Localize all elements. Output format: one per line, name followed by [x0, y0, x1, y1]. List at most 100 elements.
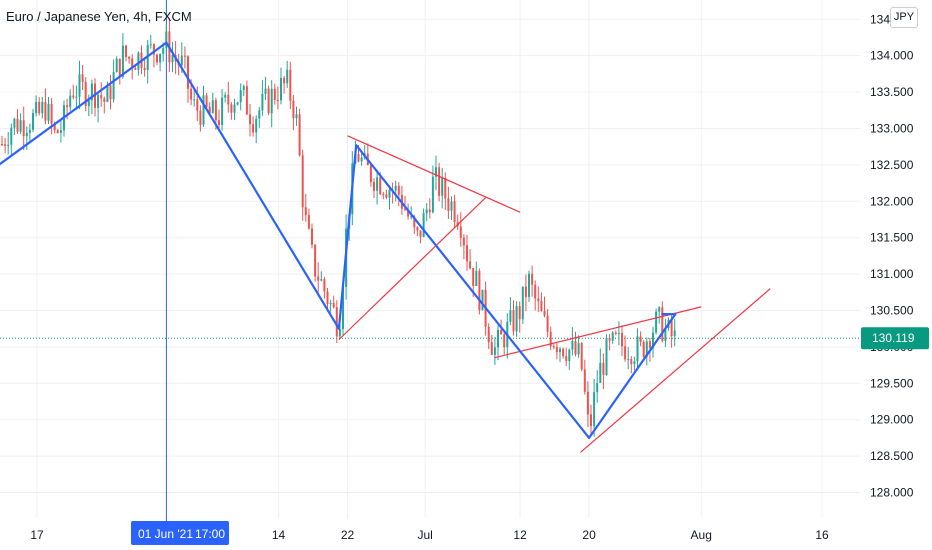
candle-body	[630, 358, 633, 365]
currency-badge[interactable]: JPY	[890, 7, 918, 28]
candle-body	[590, 414, 592, 427]
candle-body	[100, 94, 103, 99]
candle-body	[596, 382, 599, 393]
candle-body	[555, 347, 558, 353]
candle-body	[531, 273, 534, 285]
candle-body	[571, 341, 574, 350]
candle-body	[245, 86, 248, 115]
time-axis[interactable]: 17 14 22 Jul 12 20 Aug 16	[30, 528, 829, 542]
last-price-tag: 130.119	[861, 327, 929, 350]
candle-body	[652, 332, 654, 349]
candle-body	[205, 95, 208, 107]
price-tick-label: 129.000	[870, 413, 914, 427]
candle-body	[441, 177, 444, 196]
candle-body	[475, 271, 478, 286]
candle-body	[211, 100, 214, 114]
candle-body	[425, 209, 428, 214]
candle-body	[438, 167, 441, 196]
candle-body	[230, 104, 233, 113]
candle-body	[497, 329, 499, 348]
candle-body	[162, 48, 165, 54]
candle-body	[369, 165, 372, 183]
candle-body	[478, 271, 481, 311]
candle-body	[314, 244, 317, 277]
candle-body	[72, 95, 75, 98]
candle-body	[1, 144, 3, 146]
candle-body	[292, 100, 295, 119]
candle-body	[112, 72, 115, 100]
crosshair-time-tag-box	[131, 521, 229, 545]
candle-body	[165, 31, 168, 49]
candle-body	[543, 311, 546, 316]
trendline	[494, 306, 702, 359]
candle-body	[577, 343, 580, 355]
candle-body	[187, 56, 189, 89]
candle-body	[221, 97, 224, 125]
candle-body	[131, 58, 134, 69]
zigzag-line	[0, 41, 677, 439]
candle-body	[329, 302, 332, 305]
candle-body	[593, 392, 596, 427]
candle-body	[568, 349, 571, 362]
candle-body	[239, 90, 242, 103]
candle-body	[258, 110, 261, 119]
candle-body	[199, 110, 202, 125]
candle-body	[311, 228, 313, 245]
candle-body	[307, 215, 310, 229]
candle-body	[317, 276, 320, 281]
candle-body	[385, 194, 388, 198]
candle-body	[645, 341, 648, 357]
candle-body	[639, 336, 642, 342]
candle-body	[59, 130, 62, 133]
crosshair-time-label: 17:00	[195, 527, 225, 541]
candle-body	[528, 273, 530, 297]
candle-body	[335, 307, 338, 337]
price-tick-label: 132.500	[870, 158, 914, 172]
candle-body	[357, 153, 360, 162]
candle-body	[276, 99, 279, 101]
candle-body	[469, 261, 472, 269]
candle-body	[103, 98, 106, 102]
candle-body	[493, 347, 496, 355]
candle-body	[218, 120, 220, 125]
candle-body	[608, 338, 611, 341]
candle-body	[25, 132, 28, 137]
candle-body	[627, 358, 630, 360]
candle-body	[75, 96, 78, 98]
price-tick-label: 131.000	[870, 267, 914, 281]
candle-body	[28, 129, 31, 133]
candle-body	[431, 176, 434, 213]
candle-body	[87, 100, 90, 107]
time-tick-label: 12	[513, 528, 527, 542]
candle-body	[156, 54, 158, 63]
candle-body	[81, 74, 84, 82]
candle-body	[444, 177, 447, 199]
candle-body	[419, 230, 422, 237]
candle-body	[301, 155, 304, 208]
candle-body	[537, 298, 540, 302]
time-tick-label: Aug	[691, 528, 712, 542]
price-tick-label: 131.500	[870, 231, 914, 245]
price-tick-label: 133.500	[870, 85, 914, 99]
candle-body	[323, 279, 326, 292]
candle-body	[280, 77, 282, 101]
candle-body	[413, 216, 416, 228]
candle-body	[56, 130, 59, 133]
candle-body	[552, 346, 555, 348]
chart-title: Euro / Japanese Yen, 4h, FXCM	[6, 9, 192, 24]
candle-body	[224, 94, 227, 98]
candlesticks	[1, 18, 676, 437]
price-axis[interactable]: 128.000128.500129.000129.500130.000130.5…	[870, 12, 914, 499]
candle-body	[252, 124, 255, 133]
candle-body	[376, 177, 379, 191]
candle-body	[171, 55, 174, 63]
candle-body	[66, 105, 69, 108]
candle-body	[180, 55, 183, 66]
candle-body	[118, 58, 121, 77]
candle-body	[152, 44, 155, 55]
candle-body	[286, 69, 289, 84]
price-tick-label: 130.500	[870, 304, 914, 318]
candle-body	[540, 301, 543, 312]
candle-body	[481, 289, 484, 311]
